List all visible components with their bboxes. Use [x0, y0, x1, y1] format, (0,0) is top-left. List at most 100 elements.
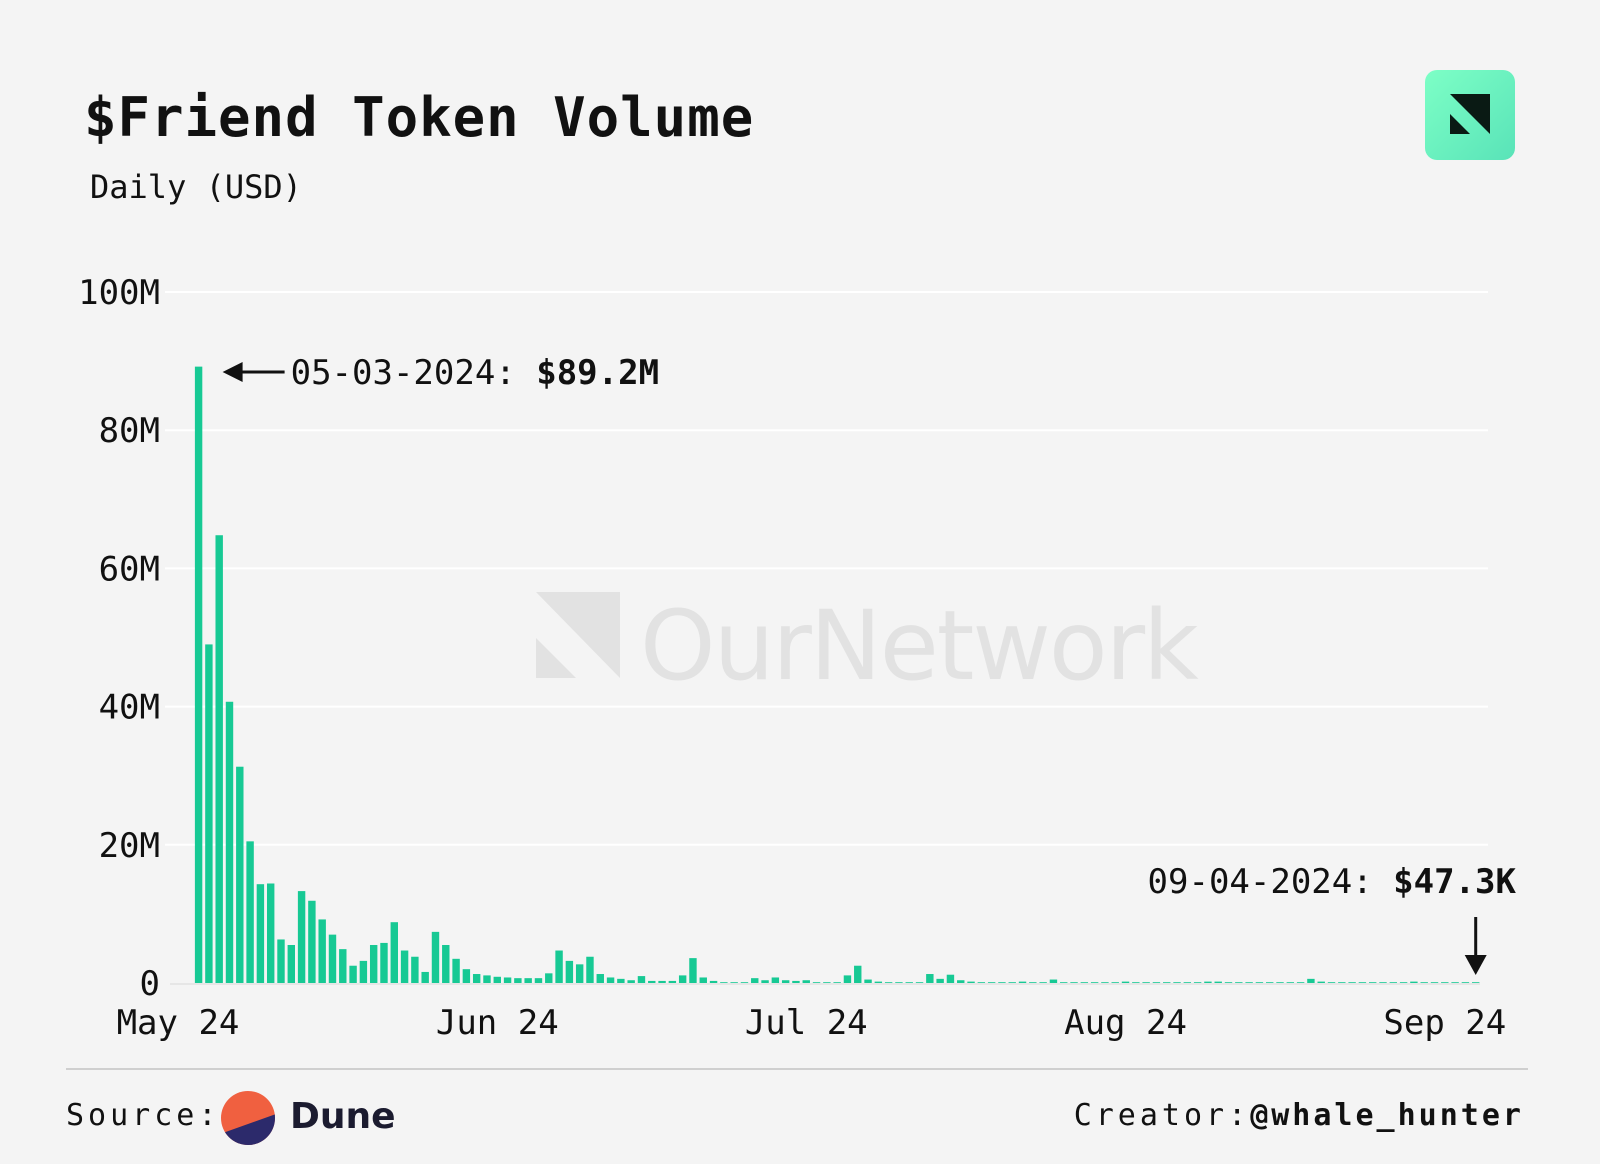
bar: [1461, 982, 1470, 983]
bar: [1430, 982, 1439, 983]
bar: [946, 974, 955, 983]
bar: [565, 960, 574, 983]
bar: [874, 981, 883, 983]
bar: [1214, 981, 1222, 983]
bar: [1307, 978, 1315, 983]
bar: [1049, 979, 1058, 983]
bar: [884, 982, 893, 983]
bar: [843, 975, 852, 983]
bar: [277, 939, 285, 983]
bar: [987, 982, 996, 983]
y-tick-label: 60M: [99, 549, 160, 589]
bar: [1235, 982, 1243, 983]
bar: [524, 978, 532, 983]
bar: [380, 942, 388, 983]
bar: [812, 982, 821, 983]
bar: [1266, 982, 1274, 983]
bar: [1039, 982, 1047, 983]
bar: [1286, 982, 1295, 983]
bar: [1183, 982, 1192, 983]
annotation-arrow-head: [222, 362, 243, 382]
footer-divider: [66, 1068, 1528, 1070]
bar: [606, 977, 615, 983]
bar: [1471, 982, 1480, 983]
bar: [740, 982, 749, 983]
bar: [1276, 982, 1284, 983]
bar: [1389, 982, 1398, 983]
bar: [1327, 982, 1336, 983]
bar: [1441, 982, 1449, 983]
bar: [1029, 982, 1037, 983]
bar: [1224, 982, 1233, 983]
source-name: Dune: [290, 1096, 396, 1137]
bar: [730, 982, 738, 983]
bar: [1152, 982, 1161, 983]
creator-handle: @whale_hunter: [1250, 1098, 1524, 1133]
y-tick-label: 0: [140, 964, 160, 1004]
bar: [390, 922, 398, 983]
bar: [967, 981, 975, 983]
bar: [555, 950, 563, 983]
bar: [936, 978, 944, 983]
creator-credit: Creator:@whale_hunter: [1074, 1098, 1524, 1133]
bar: [905, 982, 913, 983]
bar: [369, 944, 378, 983]
bar: [1090, 982, 1099, 983]
x-tick-label: Jul 24: [745, 1003, 868, 1043]
y-tick-label: 80M: [99, 411, 160, 451]
bar: [833, 982, 841, 983]
bar: [802, 980, 810, 983]
bar: [442, 944, 450, 983]
bar: [957, 980, 965, 983]
bar: [462, 969, 471, 983]
annotation-latest: 09-04-2024: $47.3K: [1148, 862, 1517, 902]
bar: [1142, 982, 1150, 983]
bar: [761, 980, 769, 983]
bar: [1018, 981, 1027, 983]
bar: [1163, 982, 1171, 983]
bar: [297, 891, 306, 983]
bar: [225, 701, 234, 983]
bar: [194, 366, 203, 983]
bar: [514, 978, 522, 983]
bar: [1348, 982, 1356, 983]
bar: [534, 978, 543, 983]
bar: [1410, 981, 1418, 983]
bar: [1070, 982, 1078, 983]
bar: [781, 980, 790, 983]
annotation-peak: 05-03-2024: $89.2M: [291, 353, 659, 393]
bar: [864, 979, 872, 983]
bar: [792, 980, 800, 983]
bar: [915, 982, 924, 983]
y-tick-label: 20M: [99, 826, 160, 866]
bar: [483, 975, 491, 983]
bar: [1132, 982, 1140, 983]
bar: [1296, 982, 1305, 983]
bar: [1338, 982, 1346, 983]
chart-title: $Friend Token Volume: [84, 86, 755, 149]
bar-chart: 0 20M 40M 60M 80M 100M May 24 Jun 24 Jul 24 Aug 2…: [78, 273, 1517, 1043]
bar: [977, 982, 986, 983]
bar: [627, 980, 635, 983]
bar: [400, 950, 409, 983]
annotation-latest-arrow-head: [1464, 955, 1487, 975]
bar: [493, 976, 501, 983]
ournetwork-logo-icon: [1425, 70, 1515, 160]
bar: [266, 883, 275, 983]
annotation-latest-date: 09-04-2024:: [1148, 862, 1394, 902]
bar: [998, 982, 1006, 983]
bar: [205, 644, 213, 983]
bar: [349, 965, 357, 983]
bar: [1420, 982, 1428, 983]
bar: [1080, 982, 1089, 983]
bar: [256, 884, 265, 983]
bar: [452, 958, 460, 983]
bar: [236, 766, 244, 983]
x-tick-label: Aug 24: [1064, 1003, 1187, 1043]
bar: [648, 980, 656, 983]
bar: [720, 982, 728, 983]
bar: [1317, 981, 1325, 983]
bar: [287, 944, 295, 983]
bar: [823, 982, 831, 983]
bar: [1060, 982, 1068, 983]
